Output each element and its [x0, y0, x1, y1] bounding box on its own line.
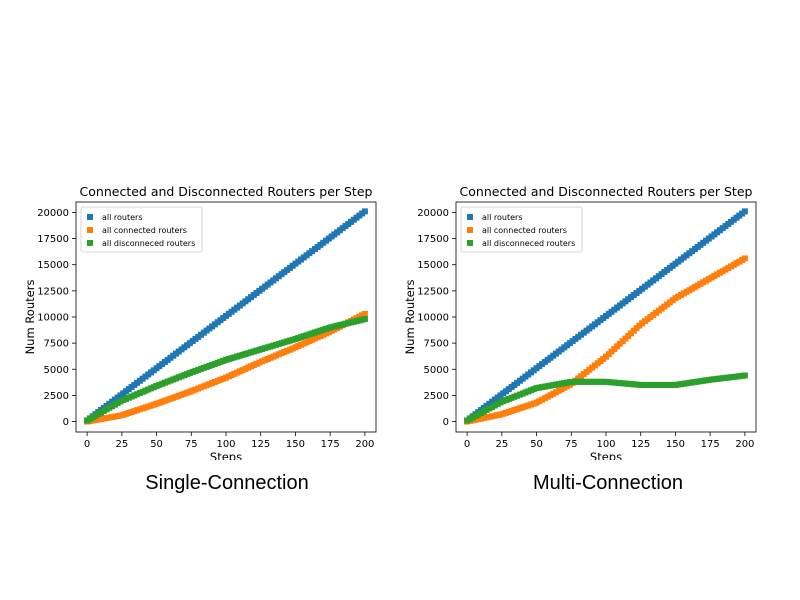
legend-marker [467, 227, 473, 233]
y-tick-label: 0 [63, 417, 69, 428]
legend-label: all routers [482, 213, 522, 222]
legend-marker [87, 240, 93, 246]
y-tick-label: 5000 [424, 365, 449, 376]
y-tick-label: 0 [443, 417, 449, 428]
x-tick-label: 25 [495, 439, 508, 450]
legend-label: all connected routers [482, 226, 567, 235]
y-tick-label: 5000 [44, 365, 69, 376]
y-tick-label: 20000 [417, 208, 449, 219]
chart-title: Connected and Disconnected Routers per S… [460, 184, 753, 199]
y-tick-label: 2500 [424, 391, 449, 402]
legend-label: all disconneced routers [102, 239, 195, 248]
x-tick-label: 125 [631, 439, 650, 450]
x-tick-label: 200 [735, 439, 754, 450]
y-tick-label: 20000 [37, 208, 69, 219]
chart-panel-multi: Connected and Disconnected Routers per S… [400, 180, 790, 464]
y-axis-label: Num Routers [403, 280, 417, 355]
legend-marker [467, 214, 473, 220]
legend: all routers all connected routers all disc… [460, 206, 583, 253]
y-tick-label: 10000 [417, 313, 449, 324]
legend-marker [87, 214, 93, 220]
legend-box [80, 206, 203, 253]
caption-single-connection: Single-Connection [145, 472, 309, 494]
y-tick-label: 17500 [417, 234, 449, 245]
data-point [361, 208, 368, 215]
series-2 [84, 316, 368, 424]
x-axis-label: Steps [590, 450, 622, 460]
x-tick-label: 175 [321, 439, 340, 450]
legend-label: all connected routers [102, 226, 187, 235]
y-tick-label: 15000 [37, 260, 69, 271]
series-1 [464, 255, 748, 425]
chart-single-connection: Connected and Disconnected Routers per S… [23, 184, 377, 464]
legend-marker [467, 240, 473, 246]
caption-multi-connection: Multi-Connection [532, 472, 684, 494]
y-tick-label: 10000 [37, 313, 69, 324]
x-axis-label: Steps [210, 450, 242, 460]
legend: all routers all connected routers all disc… [80, 206, 203, 253]
y-axis-label: Num Routers [23, 280, 37, 355]
data-point [361, 310, 368, 317]
x-tick-label: 50 [530, 439, 543, 450]
x-tick-label: 25 [115, 439, 128, 450]
data-point [361, 316, 368, 323]
x-tick-label: 125 [251, 439, 270, 450]
x-tick-label: 150 [286, 439, 305, 450]
y-tick-label: 7500 [44, 339, 69, 350]
x-tick-label: 0 [464, 439, 470, 450]
y-tick-label: 12500 [37, 286, 69, 297]
legend-label: all routers [102, 213, 142, 222]
x-tick-label: 200 [355, 439, 374, 450]
series-0 [84, 208, 368, 424]
data-points [464, 208, 748, 425]
x-tick-label: 175 [701, 439, 720, 450]
legend-label: all disconneced routers [482, 239, 575, 248]
x-tick-label: 100 [596, 439, 615, 450]
x-tick-label: 75 [185, 439, 198, 450]
chart-title: Connected and Disconnected Routers per S… [80, 184, 373, 199]
x-tick-label: 150 [666, 439, 685, 450]
legend-marker [87, 227, 93, 233]
x-tick-label: 0 [84, 439, 90, 450]
chart-multi-connection: Connected and Disconnected Routers per S… [403, 184, 757, 464]
y-tick-label: 12500 [417, 286, 449, 297]
y-tick-label: 7500 [424, 339, 449, 350]
data-points [84, 208, 368, 425]
y-tick-label: 17500 [37, 234, 69, 245]
x-tick-label: 50 [150, 439, 163, 450]
x-tick-label: 75 [565, 439, 578, 450]
y-tick-label: 2500 [44, 391, 69, 402]
legend-box [460, 206, 583, 253]
data-point [741, 372, 748, 379]
series-2 [464, 372, 748, 424]
chart-panel-single: Connected and Disconnected Routers per S… [20, 180, 410, 464]
data-point [741, 255, 748, 262]
x-tick-label: 100 [216, 439, 235, 450]
series-1 [84, 310, 368, 425]
y-tick-label: 15000 [417, 260, 449, 271]
data-point [741, 208, 748, 215]
